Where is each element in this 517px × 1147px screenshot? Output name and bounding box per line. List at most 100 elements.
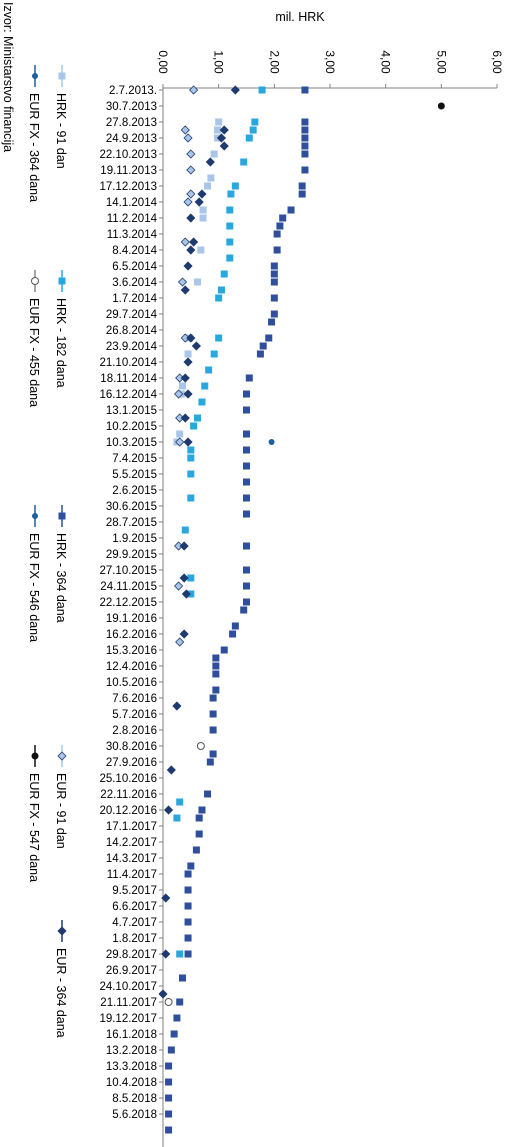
- data-point: [194, 197, 204, 207]
- data-point: [189, 237, 199, 247]
- legend-label: EUR - 91 dan: [54, 773, 68, 849]
- data-point: [258, 86, 266, 94]
- category-tick-label: 26.9.2017: [106, 965, 157, 977]
- data-point: [251, 118, 259, 126]
- data-point: [170, 1030, 178, 1038]
- data-point: [191, 341, 201, 351]
- data-point: [243, 446, 250, 454]
- series-2: [165, 86, 309, 1134]
- legend-label: EUR FX - 455 dana: [27, 298, 41, 407]
- data-point: [226, 254, 234, 262]
- category-tick-label: 5.7.2016: [112, 709, 157, 721]
- data-point: [161, 893, 171, 903]
- category-tick-label: 11.2.2014: [107, 213, 158, 225]
- data-point: [187, 494, 195, 502]
- category-tick-label: 10.4.2018: [106, 1077, 157, 1089]
- data-point: [206, 758, 214, 766]
- data-point: [279, 214, 287, 222]
- data-point: [226, 222, 234, 230]
- data-point: [184, 902, 192, 910]
- data-point: [186, 165, 196, 175]
- data-point: [245, 134, 253, 142]
- data-point: [201, 382, 209, 390]
- data-point: [178, 382, 186, 390]
- data-point: [176, 798, 184, 806]
- category-tick-label: 29.9.2015: [106, 549, 157, 561]
- data-point: [199, 206, 207, 214]
- category-tick-label: 19.11.2013: [100, 165, 157, 177]
- data-point: [175, 437, 185, 447]
- value-tick-label: 2,00: [267, 50, 281, 74]
- category-tick-label: 20.12.2016: [99, 805, 157, 817]
- data-point: [287, 206, 295, 214]
- data-point: [176, 950, 184, 958]
- data-point: [186, 333, 196, 343]
- category-tick-label: 19.1.2016: [106, 613, 157, 625]
- category-tick-label: 6.5.2014: [112, 261, 157, 273]
- legend-label: HRK - 364 dana: [54, 533, 68, 623]
- category-tick-label: 5.5.2015: [112, 469, 157, 481]
- data-point: [301, 134, 309, 142]
- data-point: [298, 190, 306, 198]
- data-point: [212, 654, 220, 662]
- category-tick-label: 30.6.2015: [106, 501, 157, 513]
- data-point: [165, 1110, 173, 1118]
- category-tick-label: 2.6.2015: [112, 485, 157, 497]
- data-point: [270, 278, 278, 286]
- category-tick-label: 17.12.2013: [99, 181, 157, 193]
- data-point: [186, 213, 196, 223]
- value-tick-label: 1,00: [212, 50, 226, 74]
- data-point: [179, 573, 189, 583]
- data-point: [301, 118, 309, 126]
- category-tick-label: 19.12.2017: [99, 1013, 157, 1025]
- category-tick-label: 21.10.2014: [99, 357, 157, 369]
- category-tick-label: 12.4.2016: [106, 661, 157, 673]
- data-point: [192, 846, 200, 854]
- data-point: [183, 357, 193, 367]
- data-point: [270, 294, 278, 302]
- data-point: [176, 430, 184, 438]
- data-point: [209, 750, 217, 758]
- legend-label: EUR FX - 364 dana: [27, 93, 41, 202]
- data-point: [165, 1094, 173, 1102]
- data-point: [210, 350, 218, 358]
- data-point: [270, 310, 278, 318]
- legend-marker: [31, 752, 39, 760]
- data-point: [301, 150, 309, 158]
- data-point: [190, 422, 198, 430]
- category-tick-label: 21.11.2017: [100, 997, 157, 1009]
- data-point: [229, 630, 237, 638]
- category-tick-label: 16.12.2014: [99, 389, 157, 401]
- data-point: [217, 286, 225, 294]
- data-point: [164, 805, 174, 815]
- data-point: [276, 222, 284, 230]
- category-tick-label: 16.2.2016: [106, 629, 157, 641]
- data-point: [212, 686, 220, 694]
- data-point: [178, 974, 186, 982]
- data-point: [212, 662, 220, 670]
- data-point: [220, 270, 228, 278]
- data-point: [187, 454, 195, 462]
- category-tick-label: 14.2.2017: [106, 837, 157, 849]
- data-point: [165, 1078, 173, 1086]
- category-tick-label: 13.3.2018: [106, 1061, 157, 1073]
- data-point: [166, 765, 176, 775]
- category-tick-label: 13.2.2018: [106, 1045, 157, 1057]
- legend-marker: [58, 277, 66, 285]
- data-point: [240, 158, 248, 166]
- category-tick-label: 29.8.2017: [106, 949, 157, 961]
- legend-entry-3: EUR - 91 dan: [54, 745, 68, 849]
- data-point: [243, 598, 250, 606]
- data-point: [256, 350, 264, 358]
- data-point: [174, 581, 184, 591]
- data-point: [180, 373, 190, 383]
- series-6: [164, 742, 205, 1006]
- category-tick-label: 8.4.2014: [112, 245, 157, 257]
- data-point: [226, 238, 234, 246]
- data-point: [196, 742, 205, 750]
- data-point: [204, 790, 212, 798]
- category-tick-label: 5.6.2018: [112, 1109, 157, 1121]
- data-point: [240, 606, 248, 614]
- data-point: [270, 270, 278, 278]
- category-tick-label: 1.9.2015: [112, 533, 157, 545]
